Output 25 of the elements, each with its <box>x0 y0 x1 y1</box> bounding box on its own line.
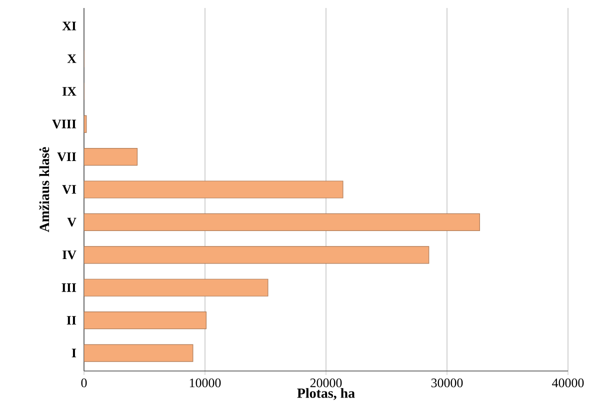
x-tick-label: 40000 <box>552 378 584 388</box>
y-tick-label: VI <box>62 185 76 194</box>
x-axis-title: Plotas, ha <box>297 388 355 400</box>
bar <box>84 344 194 362</box>
y-tick-label: V <box>67 218 76 227</box>
bar <box>84 312 207 330</box>
x-tick-label: 20000 <box>310 378 342 388</box>
y-tick-label: I <box>72 348 76 358</box>
y-tick-label: IV <box>62 250 76 260</box>
bar <box>84 213 480 232</box>
x-tick-label: 0 <box>81 378 87 388</box>
y-tick-label: IX <box>62 87 76 96</box>
bar <box>84 180 344 198</box>
y-tick-label: XI <box>62 22 76 30</box>
bar <box>84 246 430 264</box>
y-tick-label: VII <box>57 152 76 162</box>
y-tick-label: X <box>67 54 76 63</box>
y-axis-title: Amžiaus klasė <box>39 147 50 232</box>
x-tick-label: 10000 <box>190 378 221 388</box>
x-tick-label: 30000 <box>431 378 463 388</box>
bar <box>84 278 268 296</box>
y-tick-label: II <box>66 316 76 325</box>
y-tick-label: VIII <box>52 120 76 128</box>
y-tick-label: III <box>62 283 76 292</box>
bar <box>84 148 138 166</box>
